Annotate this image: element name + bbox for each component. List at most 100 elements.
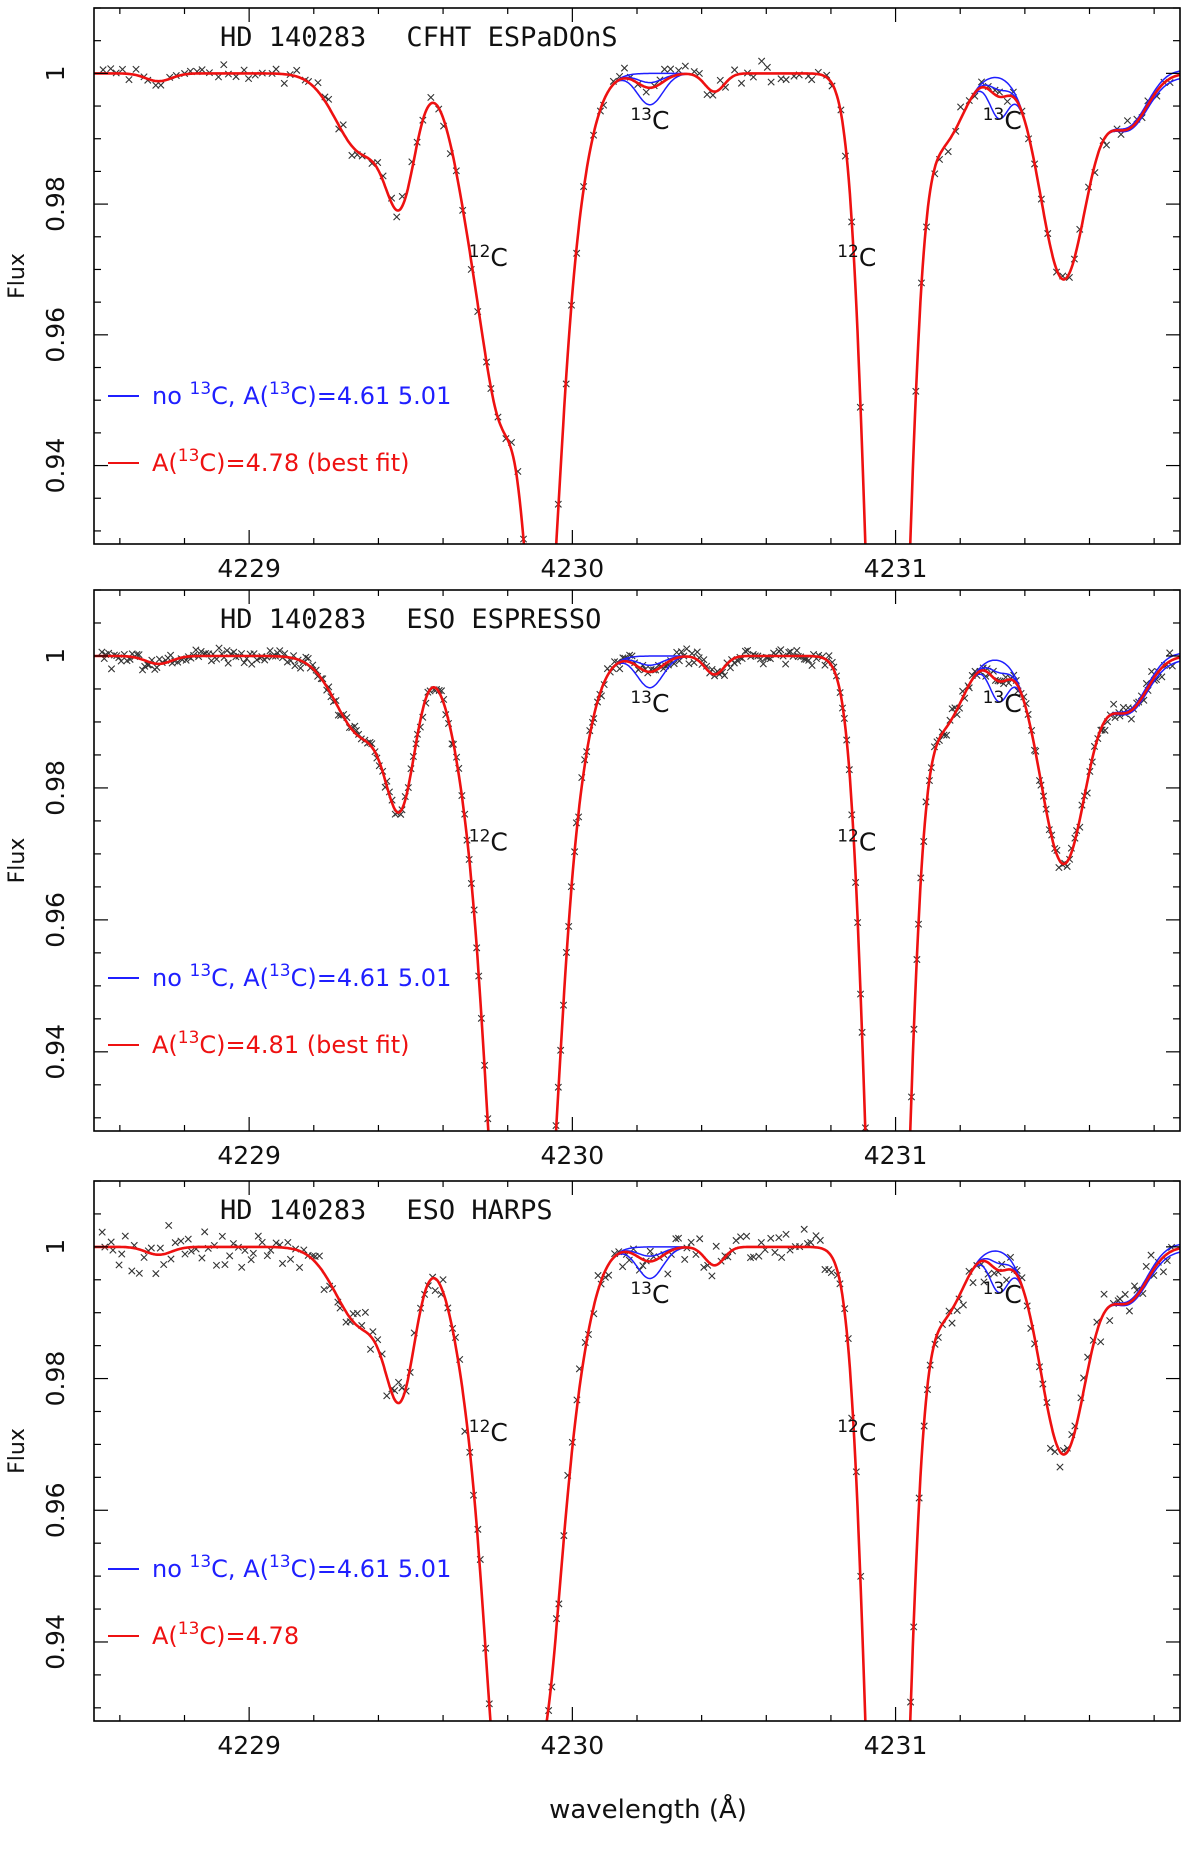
data-point <box>620 64 629 72</box>
data-point <box>254 1232 262 1240</box>
legend-sup: 13 <box>269 379 291 399</box>
data-point <box>821 661 829 669</box>
isotope-label: 12C <box>837 1417 876 1447</box>
data-point <box>1166 649 1174 657</box>
isotope-label: 13C <box>983 688 1022 718</box>
data-point <box>749 73 757 81</box>
data-point <box>884 1311 890 1317</box>
data-point <box>677 648 685 656</box>
isotope-element: C <box>490 1418 507 1447</box>
legend-label: A(13C)=4.78 <box>152 1619 299 1650</box>
x-tick-label: 4229 <box>217 554 281 583</box>
legend-part: C, A( <box>211 382 269 410</box>
data-point <box>980 1278 988 1286</box>
data-point <box>716 76 724 84</box>
data-point <box>499 1829 505 1835</box>
data-point <box>495 1259 501 1265</box>
data-point <box>247 1256 255 1264</box>
axes: 4229 4230 4231 0.94 0.96 0.98 1 <box>41 7 1180 583</box>
isotope-label: 12C <box>469 242 508 272</box>
data-point <box>1127 715 1135 723</box>
data-point <box>393 213 401 221</box>
data-point <box>99 66 107 74</box>
plot-area <box>94 644 1180 1320</box>
data-point <box>767 78 775 86</box>
data-point <box>709 91 717 99</box>
data-point <box>619 1263 627 1271</box>
title-star: HD 140283 <box>220 1195 366 1226</box>
data-point <box>891 1303 897 1309</box>
data-point <box>737 79 746 87</box>
y-tick-label: 0.98 <box>41 1351 70 1407</box>
legend-part: C)=4.61 5.01 <box>291 1555 452 1583</box>
data-point <box>492 1230 498 1236</box>
data-point <box>872 1309 878 1315</box>
data-point <box>361 1308 369 1316</box>
data-point <box>639 1262 647 1270</box>
x-tick-label: 4231 <box>864 554 928 583</box>
data-point <box>867 1275 873 1281</box>
data-point <box>594 1271 602 1280</box>
data-point <box>903 1832 909 1838</box>
data-point <box>492 1767 498 1773</box>
data-point <box>1125 1307 1134 1315</box>
data-point <box>157 81 165 89</box>
data-point <box>877 1312 883 1318</box>
isotope-label: 13C <box>983 1279 1022 1309</box>
data-point <box>872 724 878 730</box>
data-point <box>519 1254 525 1260</box>
data-point <box>522 1267 528 1273</box>
data-point <box>703 90 711 99</box>
legend-part: C)=4.78 (best fit) <box>199 449 409 477</box>
title-instrument: ESO HARPS <box>406 1195 552 1226</box>
data-point <box>353 1309 362 1317</box>
data-point <box>107 1238 115 1246</box>
data-point <box>304 654 312 663</box>
isotope-element: C <box>490 243 507 272</box>
legend-part: no <box>152 964 190 992</box>
data-point <box>755 1252 763 1260</box>
x-tick-label: 4230 <box>541 1731 605 1760</box>
data-point <box>763 63 771 71</box>
data-point <box>312 666 320 674</box>
data-point <box>514 1274 520 1280</box>
data-point <box>427 93 435 101</box>
isotope-label: 12C <box>837 242 876 272</box>
data-point <box>240 659 248 667</box>
data-point <box>777 646 785 654</box>
data-point <box>511 1794 517 1800</box>
data-point <box>320 1285 328 1294</box>
data-point <box>700 1263 708 1271</box>
legend-sup: 13 <box>190 1552 212 1572</box>
data-point <box>226 1252 234 1260</box>
data-point <box>825 652 833 660</box>
data-point <box>865 1218 871 1224</box>
data-point <box>685 660 693 668</box>
data-point <box>696 1235 704 1243</box>
isotope-mass: 13 <box>983 1279 1005 1299</box>
data-point <box>296 664 305 672</box>
data-point <box>670 660 678 668</box>
data-point <box>125 76 133 84</box>
isotope-element: C <box>1004 689 1021 718</box>
legend-part: A( <box>152 449 178 477</box>
isotope-label: 12C <box>469 1417 508 1447</box>
data-point <box>759 660 767 668</box>
data-point <box>605 1271 613 1279</box>
title-instrument: CFHT ESPaDOnS <box>406 22 617 53</box>
data-point <box>215 644 223 652</box>
data-point <box>883 1313 889 1319</box>
data-point <box>224 659 232 667</box>
data-point <box>1097 1338 1105 1346</box>
x-tick-label: 4230 <box>541 1141 605 1170</box>
data-point <box>295 1263 304 1272</box>
legend-label: A(13C)=4.78 (best fit) <box>152 446 410 477</box>
data-point <box>156 1244 164 1252</box>
isotope-label: 13C <box>630 688 669 718</box>
data-point <box>898 1314 904 1320</box>
data-point <box>890 726 896 732</box>
isotope-mass: 12 <box>837 1417 859 1437</box>
legend-label: no 13C, A(13C)=4.61 5.01 <box>152 961 451 992</box>
isotope-label: 13C <box>983 105 1022 135</box>
data-point <box>504 1307 510 1313</box>
